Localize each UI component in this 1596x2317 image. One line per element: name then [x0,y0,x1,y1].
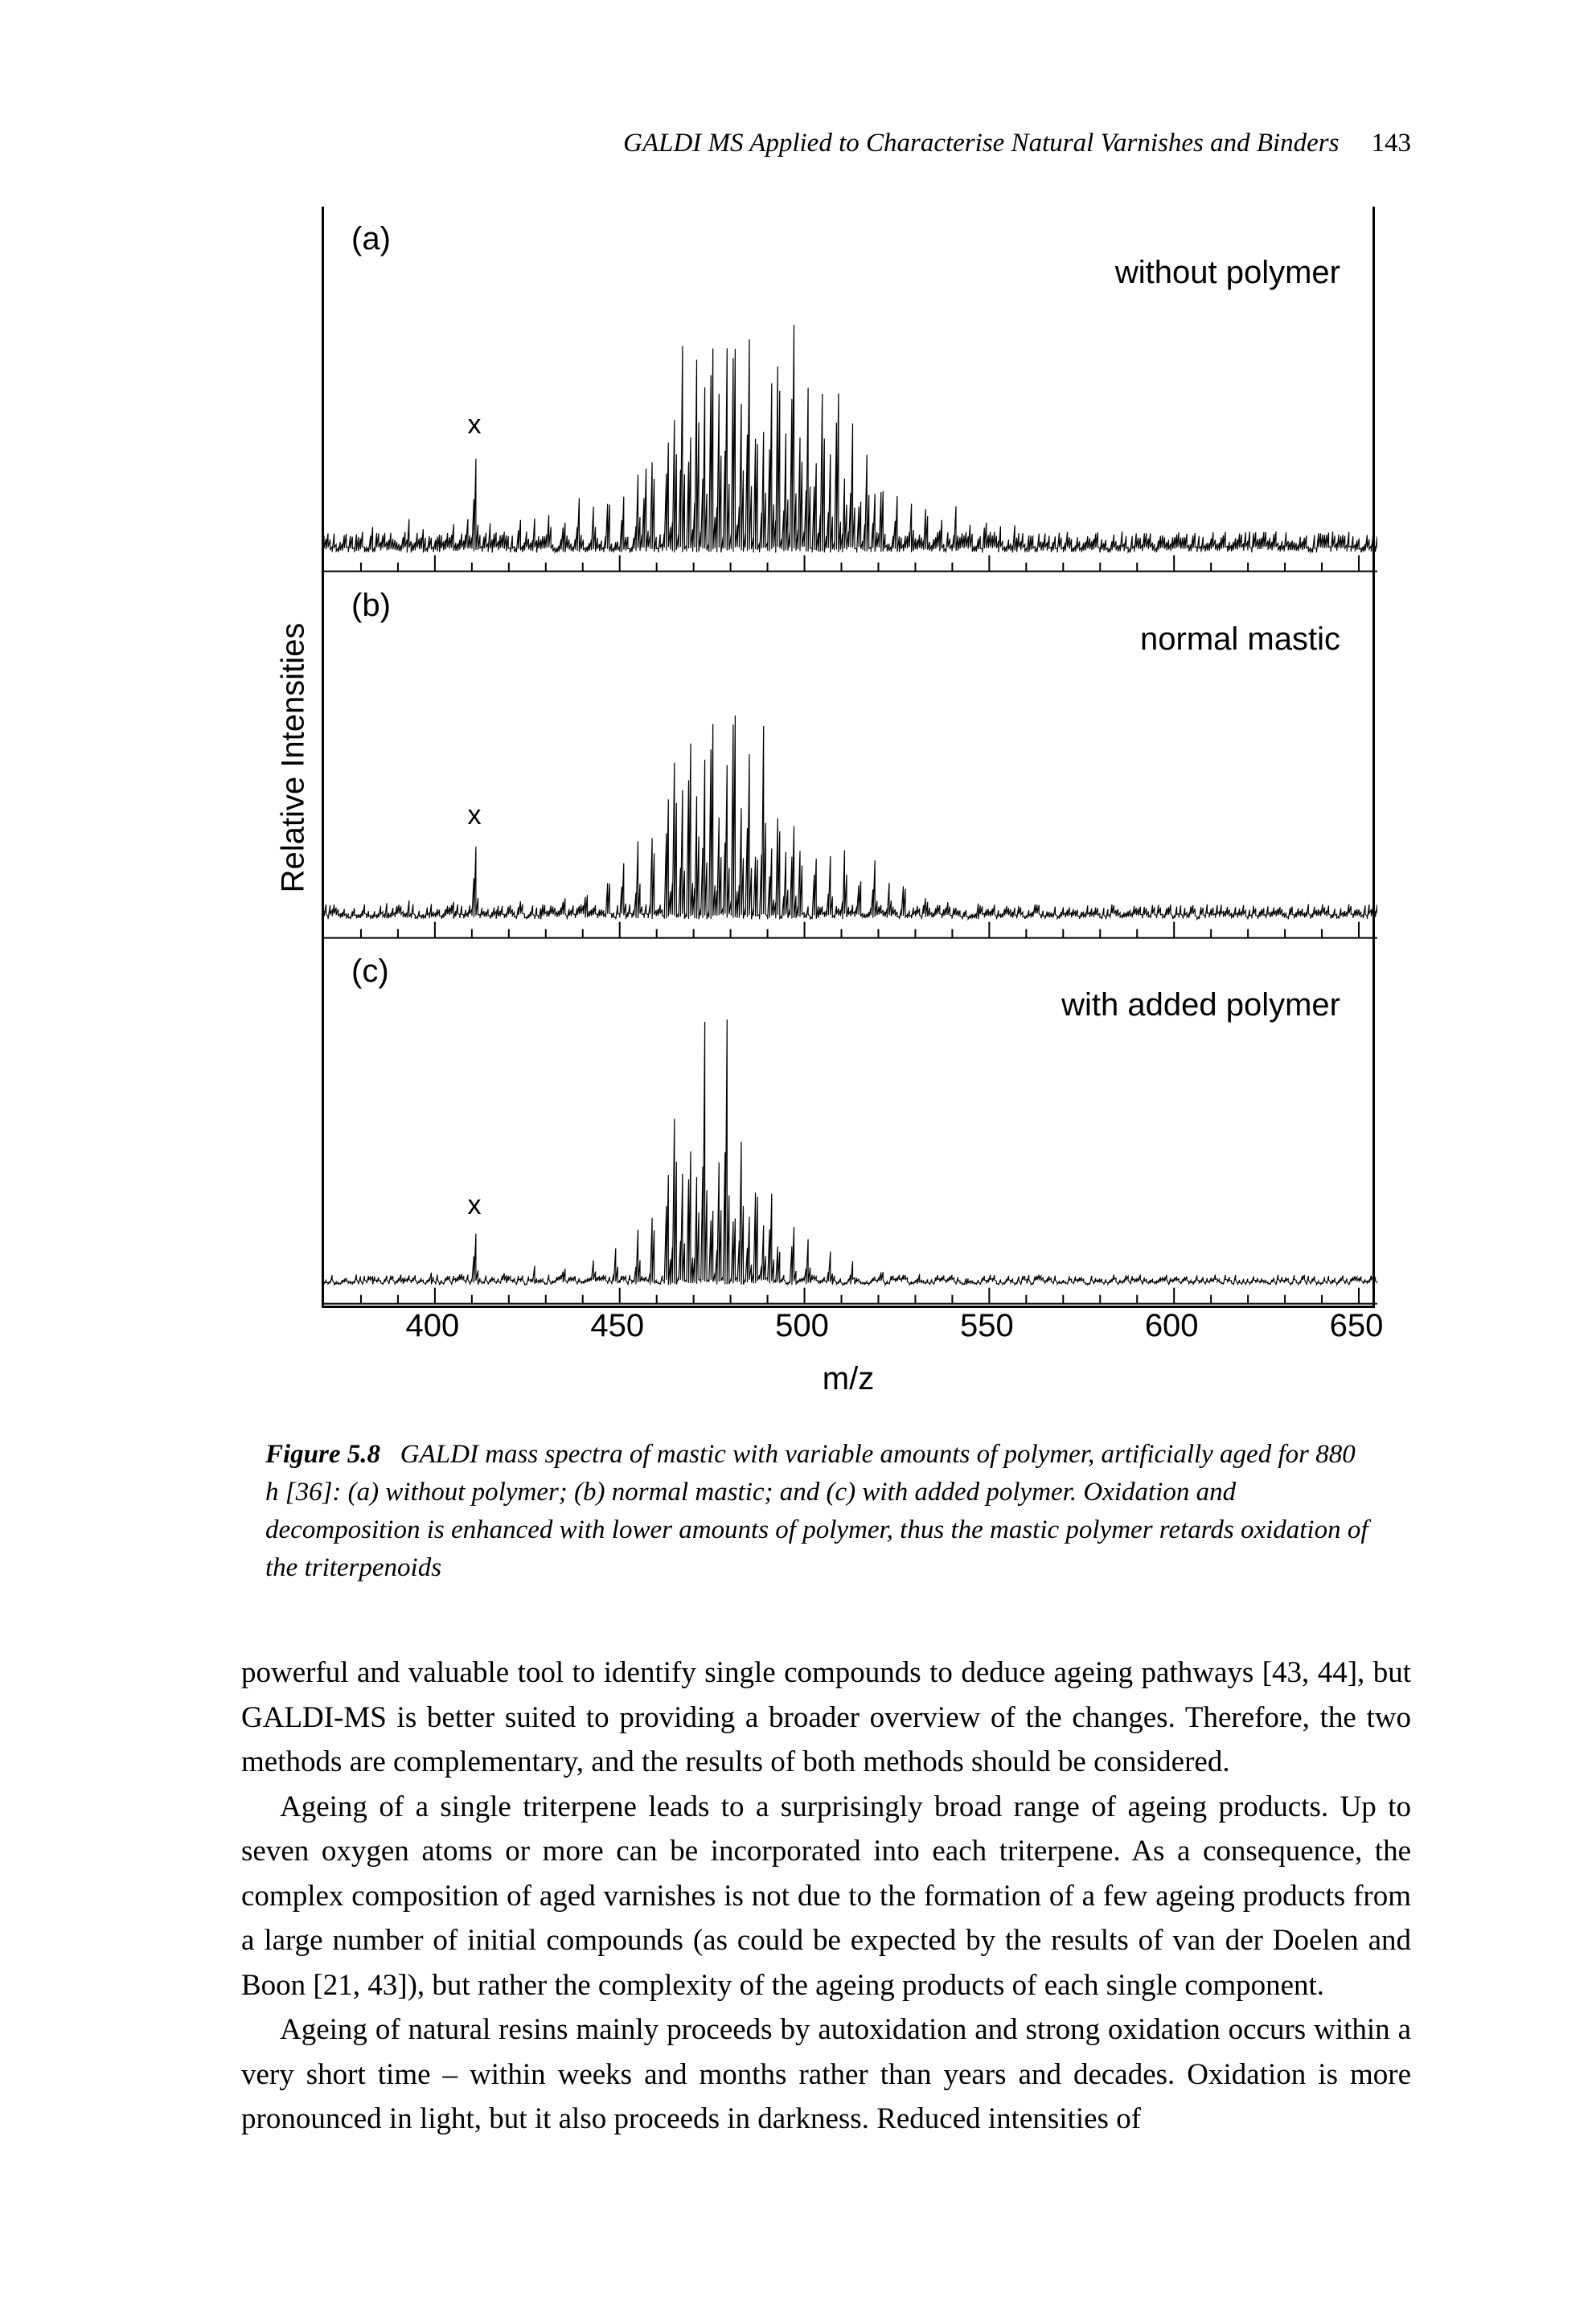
paragraph-2: Ageing of a single triterpene leads to a… [241,1785,1411,2008]
x-marker: x [467,1190,481,1221]
chart-frame: Relative Intensities (a)without polymerx… [265,207,1375,1308]
spectrum-svg [324,573,1377,940]
running-title: GALDI MS Applied to Characterise Natural… [623,129,1339,158]
x-tick-label: 500 [775,1308,829,1344]
figure-label: Figure 5.8 [265,1440,380,1469]
chart-panels: (a)without polymerx(b)normal masticx(c)w… [322,207,1375,1308]
page-number: 143 [1372,129,1412,158]
x-tick-label: 550 [960,1308,1014,1344]
paragraph-1: powerful and valuable tool to identify s… [241,1651,1411,1785]
x-marker: x [467,409,481,441]
x-axis-ticks: 400450500550600650 [322,1308,1375,1356]
figure-caption: Figure 5.8 GALDI mass spectra of mastic … [265,1436,1375,1586]
y-axis-label: Relative Intensities [276,622,312,892]
running-header: GALDI MS Applied to Characterise Natural… [241,129,1411,158]
chart-panel-a: (a)without polymerx [322,207,1375,573]
body-text: powerful and valuable tool to identify s… [241,1651,1411,2142]
x-tick-label: 650 [1330,1308,1384,1344]
x-tick-label: 450 [590,1308,644,1344]
y-axis-label-wrap: Relative Intensities [265,207,322,1308]
x-tick-label: 400 [406,1308,460,1344]
paragraph-3: Ageing of natural resins mainly proceeds… [241,2007,1411,2142]
spectrum-svg [324,939,1377,1306]
x-axis-label: m/z [322,1361,1375,1397]
figure-caption-text: GALDI mass spectra of mastic with variab… [265,1440,1368,1582]
chart-panel-b: (b)normal masticx [322,573,1375,940]
spectrum-svg [324,207,1377,573]
x-tick-label: 600 [1145,1308,1199,1344]
chart-panel-c: (c)with added polymerx [322,939,1375,1308]
x-marker: x [467,800,481,831]
figure-5-8: Relative Intensities (a)without polymerx… [265,207,1375,1586]
